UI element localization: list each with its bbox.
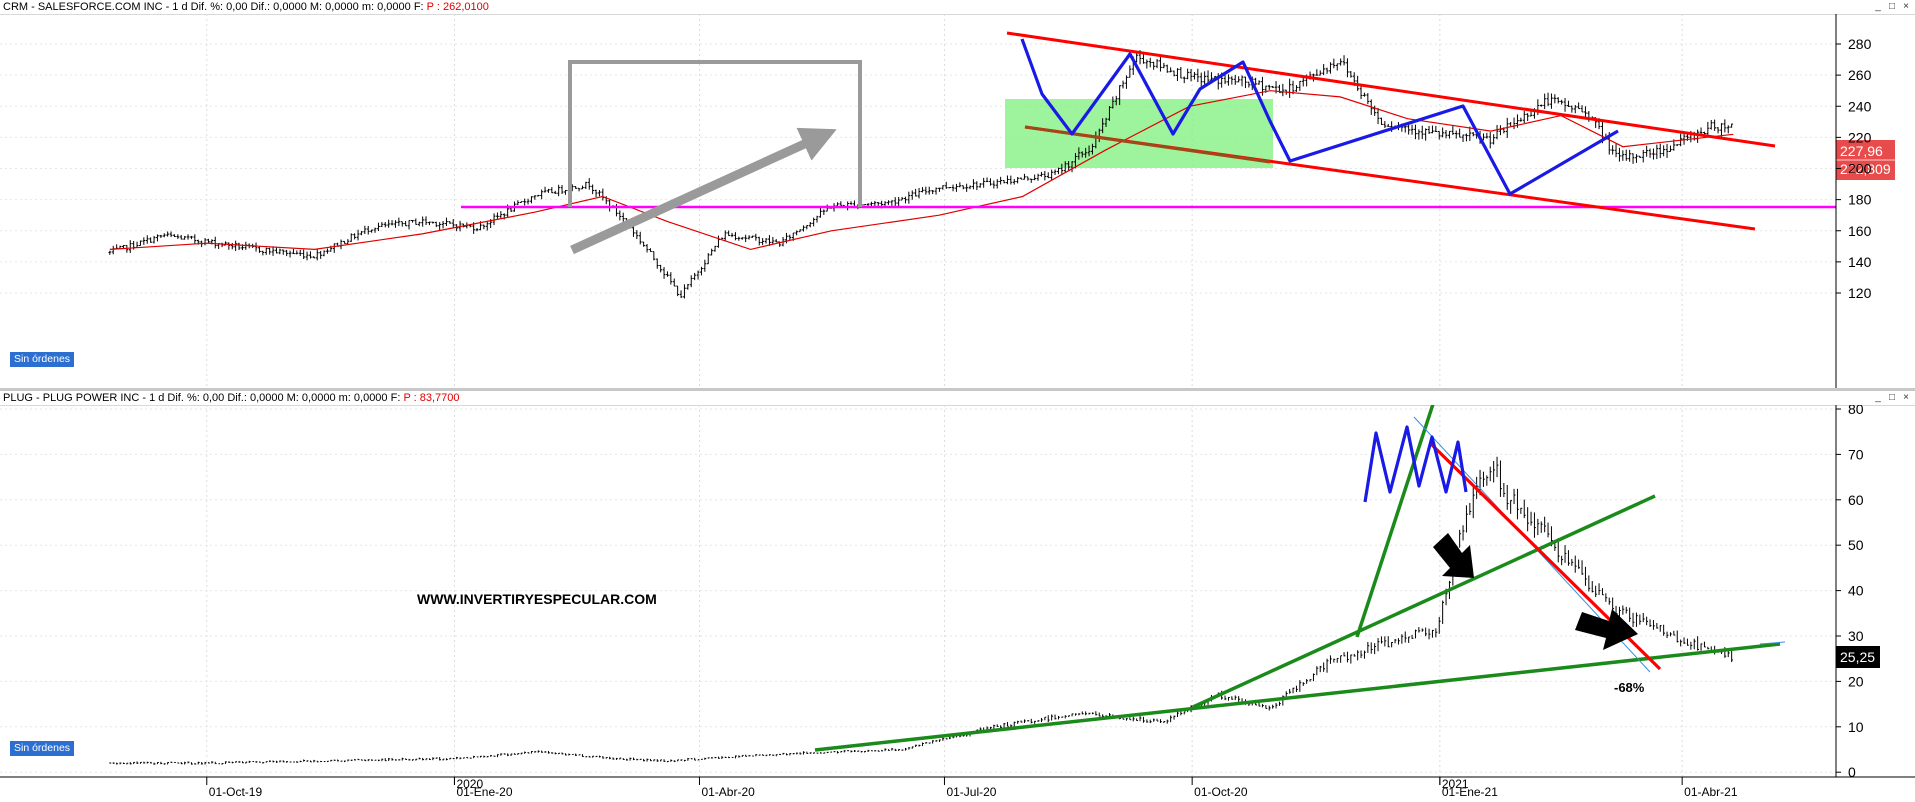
crm-projection-arrow: [570, 127, 837, 255]
plug-close-button[interactable]: ×: [1903, 392, 1909, 403]
plug-orders-badge[interactable]: Sin órdenes: [10, 741, 75, 756]
plug-price-tag-bg: [1836, 646, 1880, 668]
crm-price-tag: 227,96: [1840, 143, 1883, 159]
x-tick-label: 01-Abr-21: [1684, 785, 1738, 799]
crm-zigzag-line: [1020, 38, 1619, 196]
crm-maximize-button[interactable]: □: [1888, 1, 1896, 12]
crm-box-trend-line: [1024, 125, 1271, 164]
crm-chart[interactable]: 227,96 222,809 120 140 160 180 200 220 240 260 28…: [0, 14, 1915, 388]
crm-close-button[interactable]: ×: [1903, 1, 1909, 12]
x-tick-label: 01-Ene-21: [1442, 785, 1498, 799]
plug-y-tick-label: 70: [1848, 446, 1864, 462]
plug-decline-annotation: -68%: [1614, 680, 1645, 695]
crm-y-tick-label: 200: [1848, 161, 1872, 177]
plug-y-tick-label: 60: [1848, 492, 1864, 508]
x-tick-label: 01-Oct-20: [1194, 785, 1248, 799]
crm-y-tick-label: 140: [1848, 254, 1872, 270]
plug-y-tick-label: 30: [1848, 628, 1864, 644]
crm-upper-channel-line: [1006, 31, 1776, 148]
crm-header-price: P : 262,0100: [426, 1, 489, 13]
crm-y-tick-label: 180: [1848, 192, 1872, 208]
plug-y-tick-label: 40: [1848, 583, 1864, 599]
x-tick-label: 01-Oct-19: [209, 785, 263, 799]
crm-y-tick-label: 280: [1848, 36, 1872, 52]
crm-header-text: CRM - SALESFORCE.COM INC - 1 d Dif. %: 0…: [3, 1, 489, 13]
plug-y-tick-label: 20: [1848, 673, 1864, 689]
plug-zigzag-line: [1363, 425, 1468, 503]
plug-header-price: P : 83,7700: [403, 392, 460, 404]
crm-projection-bracket: [568, 60, 862, 207]
crm-panel-header: CRM - SALESFORCE.COM INC - 1 d Dif. %: 0…: [0, 0, 1915, 15]
plug-steep-trend-line: [1355, 405, 1435, 638]
x-tick-label: 01-Jul-20: [946, 785, 996, 799]
website-watermark: WWW.INVERTIRYESPECULAR.COM: [417, 591, 657, 607]
x-tick-label: 01-Ene-20: [456, 785, 512, 799]
x-tick-label: 2021: [1442, 777, 1469, 791]
plug-chart[interactable]: -68% 25,25 0 10 20 30 40 50 60 70 80 01-Oct-19 202…: [0, 405, 1915, 802]
plug-panel-header: PLUG - PLUG POWER INC - 1 d Dif. %: 0,00…: [0, 391, 1915, 406]
plug-price-tag: 25,25: [1840, 649, 1875, 665]
plug-y-tick-label: 10: [1848, 719, 1864, 735]
panel-divider[interactable]: [0, 388, 1915, 391]
crm-y-tick-label: 260: [1848, 67, 1872, 83]
plug-y-tick-label: 80: [1848, 405, 1864, 417]
crm-ma-price-tag: 222,809: [1840, 161, 1891, 177]
crm-y-tick-label: 120: [1848, 285, 1872, 301]
plug-thin-blue-extension: [1759, 641, 1786, 645]
plug-header-text: PLUG - PLUG POWER INC - 1 d Dif. %: 0,00…: [3, 392, 460, 404]
crm-y-tick-label: 160: [1848, 223, 1872, 239]
plug-mid-trend-line: [1192, 494, 1656, 709]
plug-maximize-button[interactable]: □: [1888, 392, 1896, 403]
plug-y-tick-label: 50: [1848, 537, 1864, 553]
plug-down-arrow: [1433, 533, 1474, 578]
crm-minimize-button[interactable]: _: [1875, 1, 1881, 12]
plug-minimize-button[interactable]: _: [1875, 392, 1881, 403]
crm-moving-average: [109, 90, 1734, 251]
plug-long-support-line: [814, 642, 1781, 752]
crm-orders-badge[interactable]: Sin órdenes: [10, 352, 75, 367]
plug-down-arrow: [1575, 609, 1638, 650]
crm-y-tick-label: 240: [1848, 98, 1872, 114]
x-tick-label: 2020: [456, 777, 483, 791]
x-tick-label: 01-Abr-20: [701, 785, 755, 799]
crm-y-tick-label: 220: [1848, 129, 1872, 145]
plug-y-tick-label: 0: [1848, 764, 1856, 780]
